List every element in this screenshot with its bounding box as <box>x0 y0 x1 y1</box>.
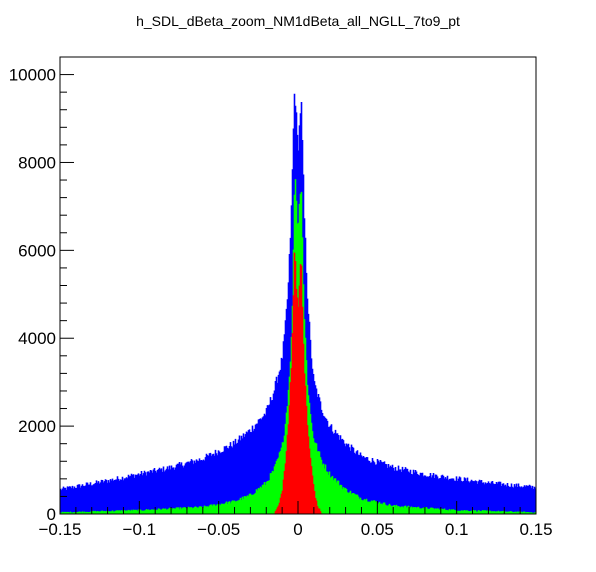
x-tick-label: 0.1 <box>445 520 469 539</box>
x-tick-label: 0.05 <box>361 520 394 539</box>
y-tick-label: 6000 <box>18 241 56 260</box>
y-tick-label: 0 <box>47 505 56 524</box>
y-tick-label: 2000 <box>18 417 56 436</box>
y-tick-label: 4000 <box>18 329 56 348</box>
x-tick-label: 0 <box>293 520 302 539</box>
plot-fills <box>59 93 537 515</box>
x-tick-label: 0.15 <box>519 520 552 539</box>
histogram-series-2 <box>273 252 323 515</box>
y-tick-label: 10000 <box>9 66 56 85</box>
x-tick-label: −0.05 <box>197 520 240 539</box>
x-tick-label: −0.15 <box>38 520 81 539</box>
y-axis: 0 2000 4000 6000 8000 10000 <box>9 56 74 524</box>
y-tick-label: 8000 <box>18 153 56 172</box>
x-axis: −0.15 −0.1 −0.05 0 0.05 0.1 0.15 <box>38 501 553 539</box>
chart-title: h_SDL_dBeta_zoom_NM1dBeta_all_NGLL_7to9_… <box>136 13 460 29</box>
x-tick-label: −0.1 <box>123 520 157 539</box>
